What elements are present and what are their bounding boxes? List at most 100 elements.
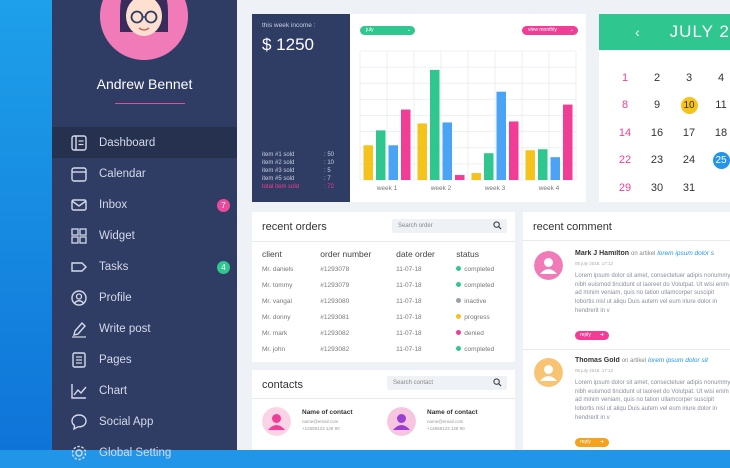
- column-header[interactable]: date order: [396, 249, 435, 259]
- status-label: completed: [464, 281, 495, 289]
- pages-icon: [70, 351, 88, 369]
- prev-month-icon[interactable]: ‹: [635, 24, 640, 40]
- table-row[interactable]: Mr. vangal #1293080 11-07-18 inactive: [262, 293, 515, 309]
- sidebar-item-widget[interactable]: Widget: [52, 220, 237, 251]
- sidebar-item-inbox[interactable]: Inbox 7: [52, 189, 237, 220]
- bar-week-2-s2[interactable]: [430, 69, 440, 180]
- bar-week-3-s2[interactable]: [484, 153, 494, 180]
- calendar-day[interactable]: 31: [682, 181, 696, 194]
- calendar-day[interactable]: 30: [650, 181, 664, 194]
- comment-on-text: on artikel: [621, 358, 647, 364]
- bar-week-3-s3[interactable]: [496, 91, 507, 180]
- contact-avatar: [262, 407, 291, 436]
- calendar-day[interactable]: 1: [621, 71, 629, 84]
- bar-week-4-s1[interactable]: [525, 150, 536, 180]
- divider: [523, 240, 730, 241]
- reply-button[interactable]: reply ➜: [575, 438, 609, 447]
- bar-week-1-s2[interactable]: [376, 130, 386, 180]
- x-tick-label: week 3: [484, 185, 506, 192]
- month-select[interactable]: july ⌄: [360, 26, 415, 35]
- order-search-input[interactable]: Search order: [392, 219, 507, 233]
- bar-week-4-s3[interactable]: [550, 157, 561, 180]
- column-header[interactable]: order number: [320, 249, 372, 259]
- bar-week-2-s1[interactable]: [417, 123, 428, 180]
- reply-button[interactable]: reply ➜: [575, 331, 609, 340]
- calendar-day[interactable]: 2: [653, 71, 661, 84]
- sidebar-item-chart[interactable]: Chart: [52, 375, 237, 406]
- contact-phone: +12658123 128 90: [427, 426, 465, 431]
- sidebar-item-tasks[interactable]: Tasks 4: [52, 251, 237, 282]
- calendar-day[interactable]: 4: [717, 71, 725, 84]
- bar-week-2-s3[interactable]: [442, 122, 453, 180]
- table-row[interactable]: Mr. daniels #1293078 11-07-18 completed: [262, 261, 515, 277]
- calendar-day[interactable]: 14: [618, 126, 632, 139]
- income-item-value: : 7: [324, 176, 331, 182]
- calendar-day[interactable]: 17: [682, 126, 696, 139]
- calendar-day[interactable]: 10: [680, 96, 698, 114]
- contact-avatar: [387, 407, 416, 436]
- sidebar-item-dashboard[interactable]: Dashboard: [52, 127, 237, 158]
- bar-week-1-s1[interactable]: [363, 145, 374, 180]
- period-select[interactable]: view monthly ⌄: [522, 26, 578, 35]
- calendar-grid: 1 2 3 4 8 9 10 11 14 16 17 18 22 23 24 25 29 30 31: [609, 64, 730, 202]
- calendar-day[interactable]: 8: [621, 99, 629, 112]
- bar-week-3-s4[interactable]: [509, 121, 519, 180]
- table-row[interactable]: Mr. mark #1293082 11-07-18 denied: [262, 325, 515, 341]
- income-item: item #2 sold: 10: [262, 159, 346, 167]
- income-item-label: item #3 sold: [262, 168, 295, 174]
- calendar-day[interactable]: 22: [618, 154, 632, 167]
- calendar-day[interactable]: 9: [653, 99, 661, 112]
- bar-week-3-s1[interactable]: [471, 173, 482, 180]
- comment-article-link[interactable]: lorem ipsum dolor sit: [648, 357, 708, 364]
- calendar-day[interactable]: 23: [650, 154, 664, 167]
- order-number: #1293079: [320, 281, 350, 289]
- column-header[interactable]: client: [262, 249, 282, 259]
- bar-week-2-s4[interactable]: [455, 175, 465, 180]
- divider: [523, 349, 730, 350]
- sidebar-item-pages[interactable]: Pages: [52, 344, 237, 375]
- contact-search-input[interactable]: Search contact: [387, 376, 507, 390]
- calendar-day[interactable]: 16: [650, 126, 664, 139]
- order-number: #1293078: [320, 265, 350, 273]
- divider: [252, 241, 515, 242]
- gear-icon: [70, 444, 88, 462]
- comment-article-link[interactable]: lorem ipsum dolor s: [657, 250, 715, 257]
- user-avatar[interactable]: [100, 0, 188, 60]
- status-label: completed: [464, 345, 495, 353]
- sidebar-item-profile[interactable]: Profile: [52, 282, 237, 313]
- table-row[interactable]: Mr. donny #1293081 11-07-18 progress: [262, 309, 515, 325]
- pen-icon: [70, 320, 88, 338]
- calendar-day[interactable]: 29: [618, 181, 632, 194]
- contact-search-placeholder: Search contact: [393, 380, 434, 386]
- table-row[interactable]: Mr. tommy #1293079 11-07-18 completed: [262, 277, 515, 293]
- sidebar-item-social-app[interactable]: Social App: [52, 406, 237, 437]
- income-total-label: total item sold: [262, 184, 300, 190]
- commenter-name: Mark J Hamilton: [575, 250, 630, 257]
- sidebar-item-calendar[interactable]: Calendar: [52, 158, 237, 189]
- sidebar-item-label: Pages: [99, 353, 132, 366]
- month-select-value: july: [366, 27, 374, 33]
- sidebar-item-label: Write post: [99, 322, 151, 335]
- order-date: 11-07-18: [396, 329, 422, 337]
- status-dot: [456, 314, 462, 320]
- calendar-day[interactable]: 18: [714, 126, 728, 139]
- calendar-day[interactable]: 3: [685, 71, 693, 84]
- order-date: 11-07-18: [396, 313, 422, 321]
- sidebar-item-global-setting[interactable]: Global Setting: [52, 437, 237, 468]
- table-row[interactable]: Mr. john #1293082 11-07-18 completed: [262, 341, 515, 357]
- calendar-day[interactable]: 25: [712, 151, 730, 169]
- bar-week-4-s2[interactable]: [538, 149, 548, 180]
- column-header[interactable]: status: [456, 249, 479, 259]
- commenter-avatar: [534, 358, 563, 387]
- sidebar-item-write-post[interactable]: Write post: [52, 313, 237, 344]
- calendar-day[interactable]: 24: [682, 154, 696, 167]
- order-search-placeholder: Search order: [398, 223, 433, 229]
- income-item: item #3 sold: 5: [262, 167, 346, 175]
- calendar-week: 29 30 31: [609, 174, 730, 202]
- calendar-day[interactable]: 11: [715, 99, 727, 112]
- order-number: #1293081: [320, 313, 350, 321]
- bar-week-1-s4[interactable]: [401, 109, 411, 180]
- arrow-right-icon: ➜: [599, 332, 604, 338]
- bar-week-4-s4[interactable]: [563, 104, 573, 180]
- bar-week-1-s3[interactable]: [388, 145, 399, 180]
